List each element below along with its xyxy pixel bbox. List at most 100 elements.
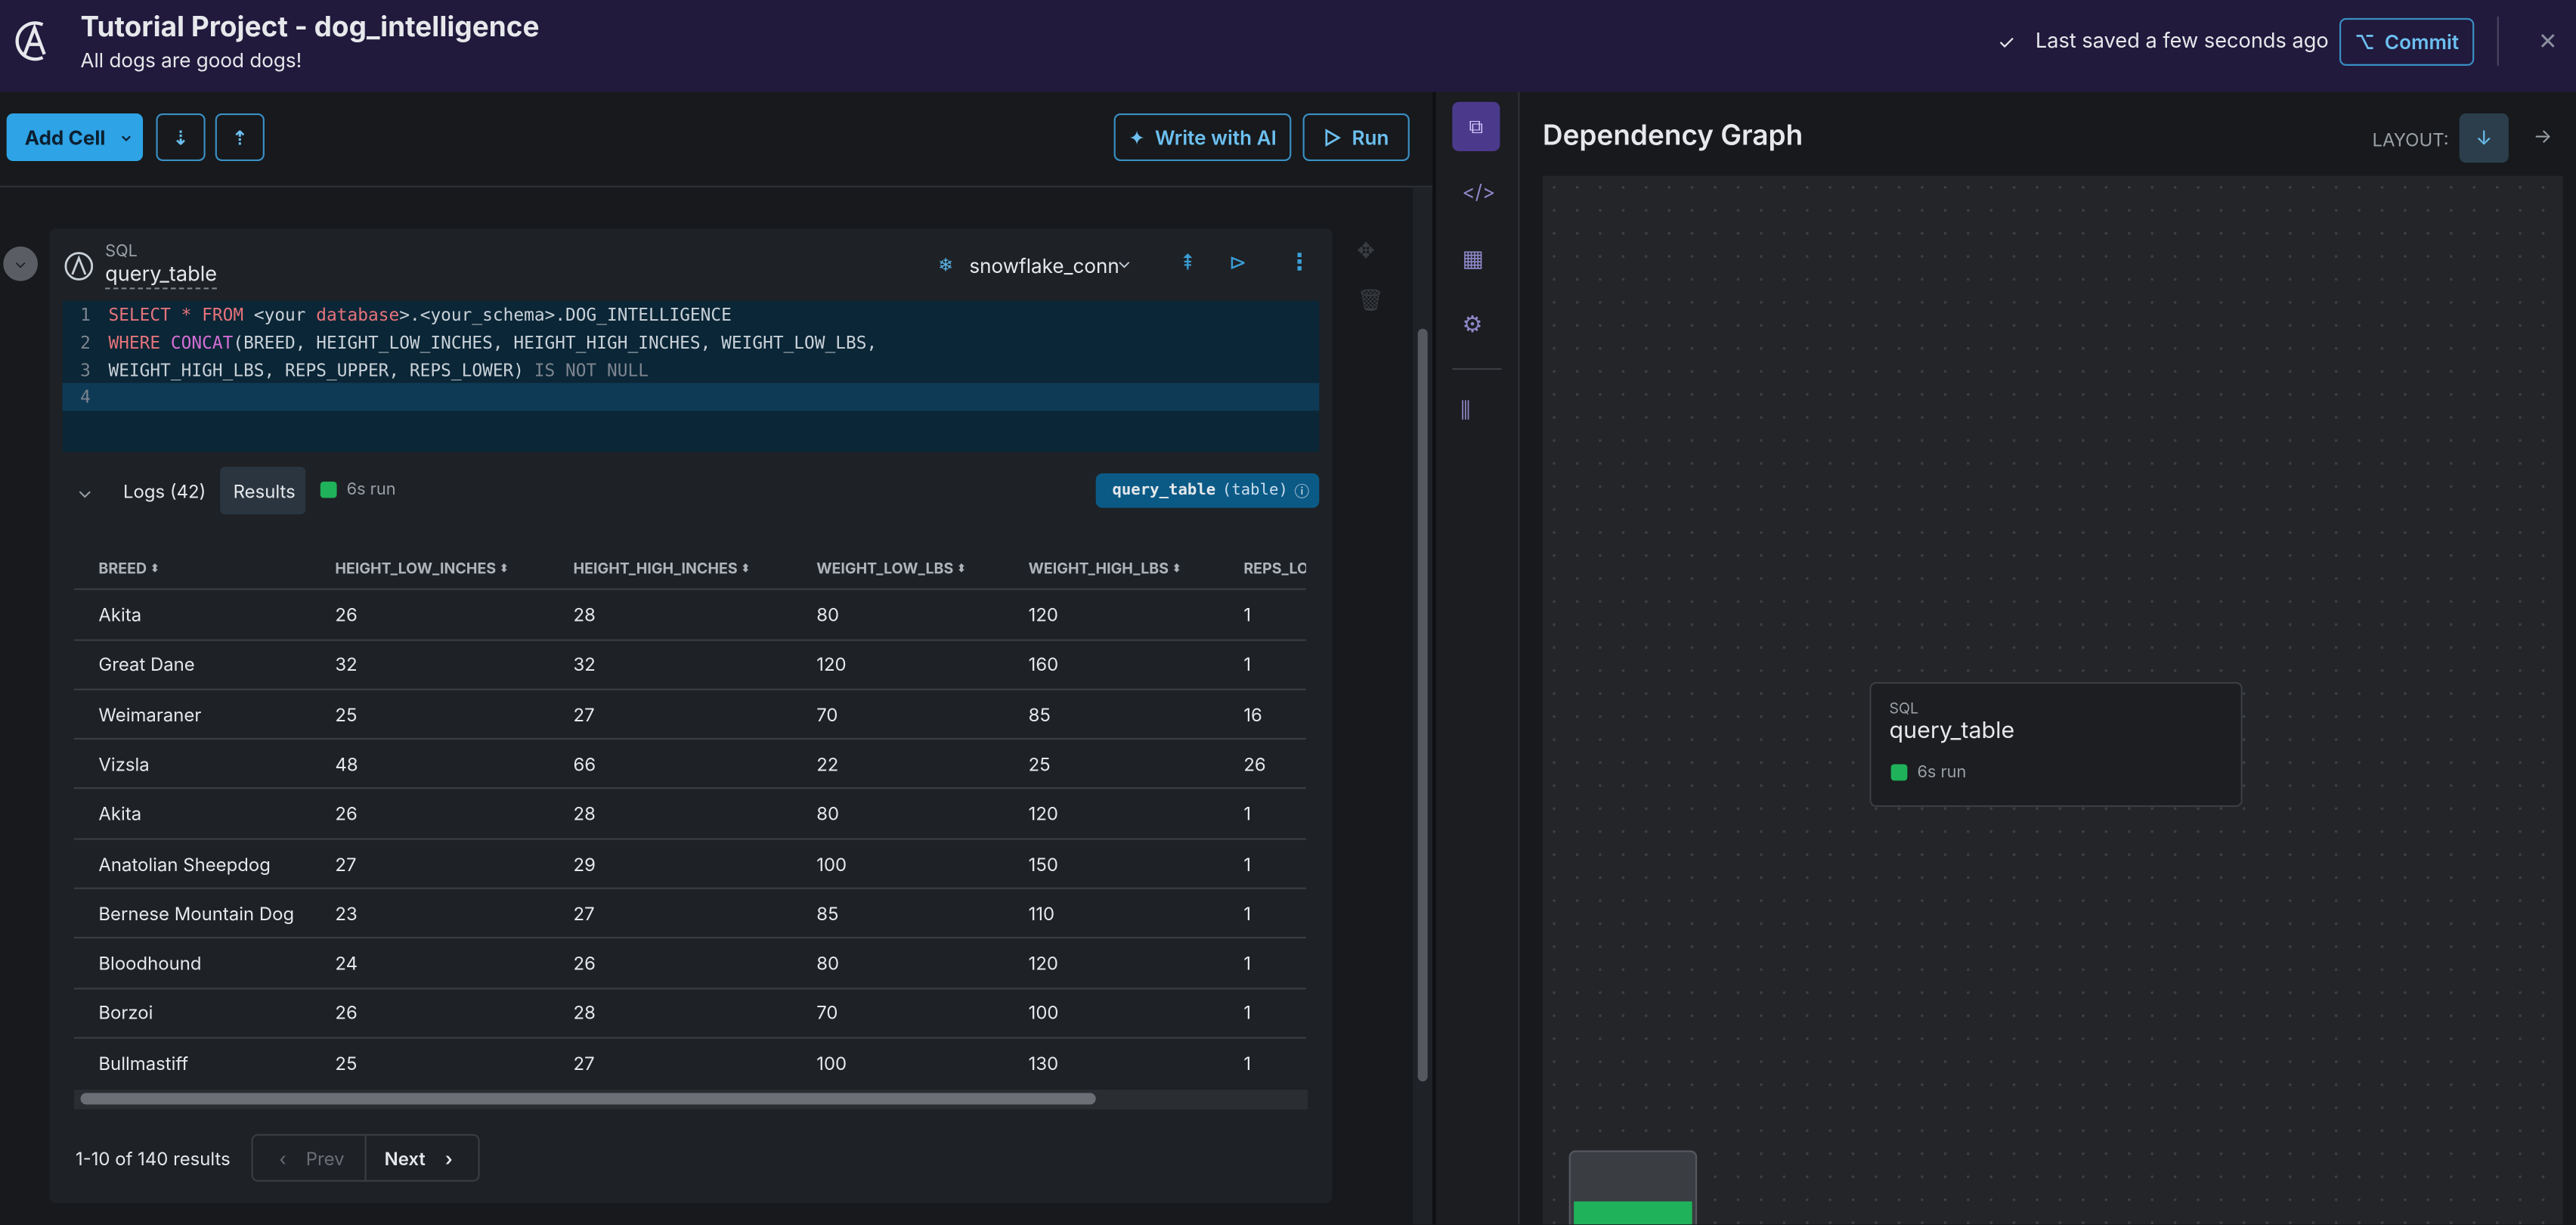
table-cell: 100 xyxy=(1028,1001,1059,1025)
sort-icon: ⬍ xyxy=(1172,560,1182,575)
column-header[interactable]: BREED ⬍ xyxy=(98,560,159,578)
logs-tab[interactable]: Logs (42) xyxy=(123,479,206,504)
column-header[interactable]: WEIGHT_HIGH_LBS ⬍ xyxy=(1029,560,1182,578)
collapse-button[interactable]: ⇣ xyxy=(156,113,206,162)
line-number: 2 xyxy=(80,333,91,353)
table-cell: 1 xyxy=(1243,951,1252,975)
cell-collapse[interactable]: ⌄ xyxy=(3,247,38,281)
table-cell: 27 xyxy=(573,702,595,726)
table-cell: Vizsla xyxy=(98,752,150,776)
table-cell: 25 xyxy=(1028,752,1051,776)
table-cell: 26 xyxy=(335,603,358,627)
table-cell: 26 xyxy=(335,1001,358,1025)
cell-run[interactable]: ⊳ xyxy=(1228,250,1247,277)
badge-name: query_table xyxy=(1112,481,1216,500)
layout-label: LAYOUT: xyxy=(2372,128,2449,151)
column-header[interactable]: HEIGHT_LOW_INCHES ⬍ xyxy=(335,560,509,578)
connection[interactable]: snowflake_conn xyxy=(969,253,1119,278)
graph-node[interactable] xyxy=(1869,681,2243,808)
header-bar xyxy=(0,0,2576,92)
table-cell: 80 xyxy=(816,802,840,826)
run-status: 6s run xyxy=(346,479,396,500)
table-cell: Akita xyxy=(98,802,142,826)
table-cell: Bloodhound xyxy=(98,951,202,975)
table-cell: 28 xyxy=(573,603,596,627)
table-cell: 80 xyxy=(816,603,840,627)
results-table: BREED ⬍ HEIGHT_LOW_INCHES ⬍ HEIGHT_HIGH_INCH… xyxy=(0,0,1306,1150)
code-token: (BREED, HEIGHT_LOW_INCHES, HEIGHT_HIGH_I… xyxy=(233,333,878,353)
commit-button[interactable]: ⌥ Commit xyxy=(2339,17,2475,66)
table-cell: 85 xyxy=(1028,702,1051,726)
write-ai-button[interactable]: ✦ Write with AI xyxy=(1113,113,1292,162)
table-cell: 120 xyxy=(1028,603,1058,627)
save-status: Last saved a few seconds ago xyxy=(2035,29,2329,54)
line-number: 4 xyxy=(80,388,91,408)
graph-tab[interactable]: ⧉ xyxy=(1452,101,1500,151)
code-line: 3 WEIGHT_HIGH_LBS, REPS_UPPER, REPS_LOWER… xyxy=(63,358,878,386)
node-name: query_table xyxy=(1889,716,2015,745)
next-label: Next xyxy=(384,1147,426,1171)
table-cell: 1 xyxy=(1243,901,1252,926)
close-button[interactable]: ✕ xyxy=(2538,27,2558,56)
table-cell: Bernese Mountain Dog xyxy=(98,901,295,926)
scrollbar[interactable] xyxy=(1417,328,1428,1082)
logo xyxy=(15,21,46,61)
table-cell: 1 xyxy=(1243,851,1252,876)
code-tab[interactable]: </> xyxy=(1462,178,1496,204)
next-button[interactable]: Next › xyxy=(384,1147,453,1171)
table-cell: 150 xyxy=(1028,851,1058,876)
table-cell: Great Dane xyxy=(98,653,195,676)
code-editor[interactable] xyxy=(62,300,1320,452)
run-button[interactable]: ▷ Run xyxy=(1302,113,1410,162)
table-cell: 70 xyxy=(816,1001,838,1025)
row-divider xyxy=(73,887,1306,889)
library-tab[interactable]: ⫼ xyxy=(1460,397,1471,424)
table-cell: 23 xyxy=(335,901,358,926)
prev-button[interactable]: ‹ Prev xyxy=(279,1147,345,1171)
code-token: CONCAT xyxy=(170,333,234,353)
table-cell: 32 xyxy=(335,653,358,676)
column-header[interactable]: HEIGHT_HIGH_INCHES ⬍ xyxy=(574,560,751,578)
results-tab[interactable]: Results xyxy=(233,479,296,504)
table-cell: 26 xyxy=(1243,752,1266,776)
cell-action[interactable]: ⇞ xyxy=(1181,250,1194,277)
sort-icon: ⬍ xyxy=(499,560,509,575)
results-tab-bg xyxy=(220,467,306,515)
add-cell-button[interactable]: Add Cell ⌄ xyxy=(6,113,144,162)
schedule-tab[interactable]: ▦ xyxy=(1462,244,1485,273)
table-cell: 80 xyxy=(816,951,840,975)
column-header[interactable]: WEIGHT_LOW_LBS ⬍ xyxy=(816,560,966,578)
column-header[interactable]: REPS_LOWER⬍ xyxy=(1243,560,1306,578)
graph-title: Dependency Graph xyxy=(1542,119,1804,154)
table-cell: 22 xyxy=(816,752,839,776)
project-subtitle: All dogs are good dogs! xyxy=(80,48,302,73)
layout-button[interactable]: ↓ xyxy=(2459,113,2509,163)
collapse-panel[interactable]: → xyxy=(2533,123,2553,148)
h-scrollbar[interactable] xyxy=(80,1093,1096,1105)
table-cell: 26 xyxy=(335,802,358,826)
cell-name[interactable]: query_table xyxy=(105,263,218,290)
cell-icon xyxy=(64,252,94,281)
table-cell: 85 xyxy=(816,901,839,926)
row-divider xyxy=(73,638,1306,640)
code-line: 4 xyxy=(63,385,878,413)
table-cell: 28 xyxy=(573,802,596,826)
settings-tab[interactable]: ⚙ xyxy=(1462,310,1483,339)
cell-menu[interactable]: ⋮ xyxy=(1288,248,1311,277)
table-cell: 32 xyxy=(573,653,596,676)
table-cell: 25 xyxy=(335,702,358,726)
table-cell: 27 xyxy=(573,1051,595,1075)
row-divider xyxy=(73,688,1306,690)
table-cell: Anatolian Sheepdog xyxy=(98,851,271,876)
code-token: database xyxy=(316,305,400,326)
row-divider xyxy=(73,787,1306,790)
column-name: WEIGHT_HIGH_LBS xyxy=(1028,560,1169,579)
run-label: Run xyxy=(1351,125,1389,150)
minimap-view xyxy=(1574,1201,1692,1225)
sort-icon: ⬍ xyxy=(956,560,967,575)
expand-button[interactable]: ⇡ xyxy=(215,113,265,162)
commit-label: Commit xyxy=(2384,29,2460,54)
code-token: WEIGHT_HIGH_LBS, REPS_UPPER, REPS_LOWER) xyxy=(108,361,525,381)
code-token: IS NOT NULL xyxy=(524,361,649,381)
